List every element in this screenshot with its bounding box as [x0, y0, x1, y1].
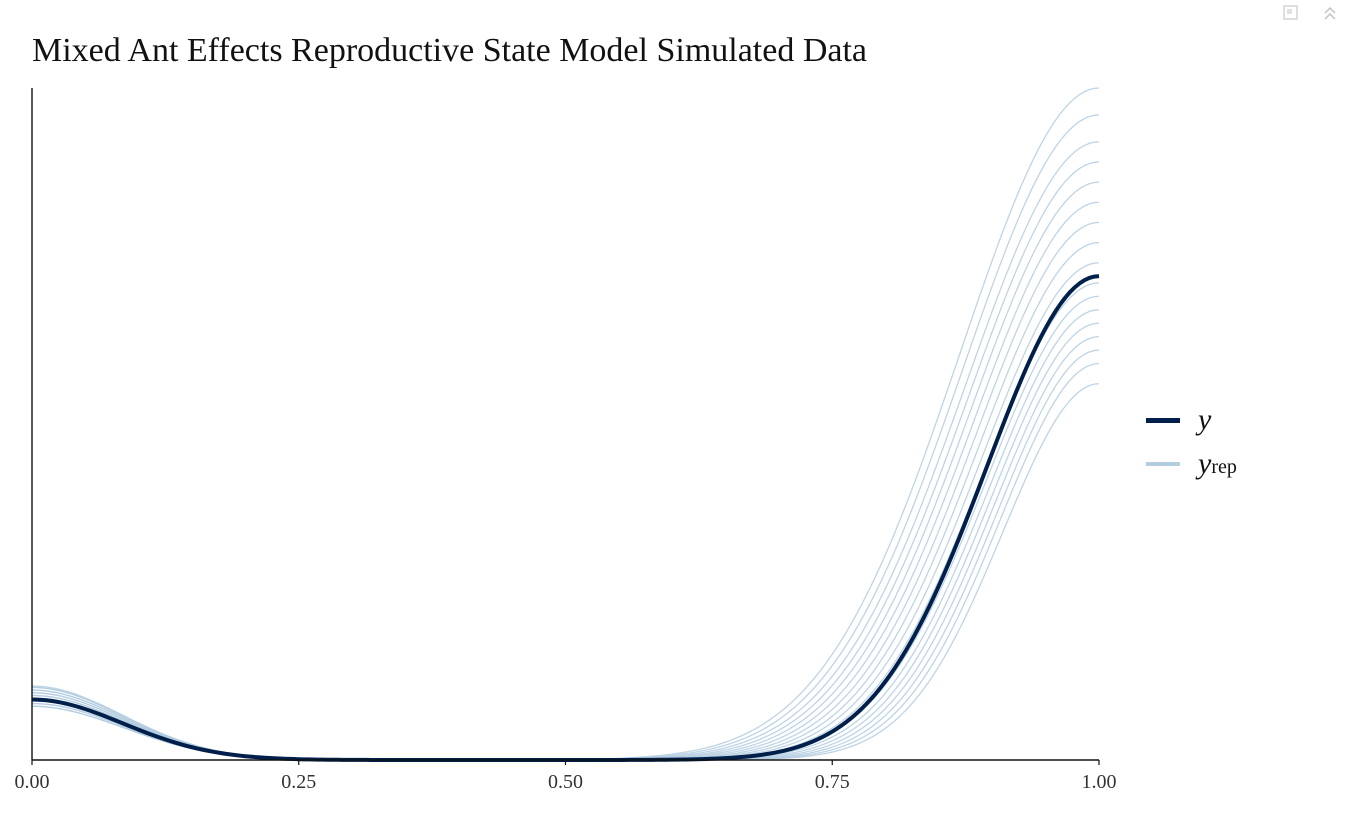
collapse-chevrons-icon[interactable]	[1320, 4, 1340, 22]
yrep-density-line	[31, 221, 1100, 761]
y-density-line	[31, 274, 1100, 762]
chart-title: Mixed Ant Effects Reproductive State Mod…	[32, 32, 868, 69]
yrep-density-line	[31, 322, 1100, 761]
copy-icon[interactable]	[1282, 4, 1302, 22]
yrep-density-line	[31, 349, 1100, 761]
yrep-density-line	[31, 309, 1100, 761]
legend-item-y: y	[1146, 398, 1237, 442]
yrep-density-line	[31, 181, 1100, 761]
yrep-density-line	[31, 383, 1100, 761]
legend-swatch-y	[1146, 417, 1180, 423]
yrep-density-line	[31, 201, 1100, 761]
chart-toolbar	[1282, 4, 1340, 22]
yrep-density-line	[31, 282, 1100, 761]
legend-symbol-y: y	[1198, 403, 1212, 436]
x-axis-ticks: 0.00 0.25 0.50 0.75 1.00	[15, 760, 1117, 793]
legend-swatch-yrep	[1146, 462, 1180, 466]
x-tick-label: 0.25	[281, 771, 316, 793]
legend-item-yrep: yrep	[1146, 442, 1237, 486]
yrep-density-line	[31, 161, 1100, 761]
yrep-density-line	[31, 295, 1100, 761]
yrep-density-line	[31, 362, 1100, 761]
legend: y yrep	[1146, 398, 1237, 486]
y-series-group	[31, 274, 1100, 762]
yrep-density-line	[31, 87, 1100, 761]
x-tick-label: 1.00	[1082, 771, 1117, 793]
legend-symbol-yrep: y	[1198, 447, 1212, 480]
x-tick-label: 0.75	[815, 771, 850, 793]
x-tick-label: 0.50	[548, 771, 583, 793]
yrep-density-line	[31, 241, 1100, 761]
legend-label-y: y	[1198, 405, 1211, 435]
legend-subscript-rep: rep	[1211, 456, 1237, 478]
yrep-series-group	[31, 87, 1100, 761]
x-tick-label: 0.00	[15, 771, 50, 793]
yrep-density-line	[31, 114, 1100, 761]
legend-label-yrep: yrep	[1198, 449, 1237, 479]
